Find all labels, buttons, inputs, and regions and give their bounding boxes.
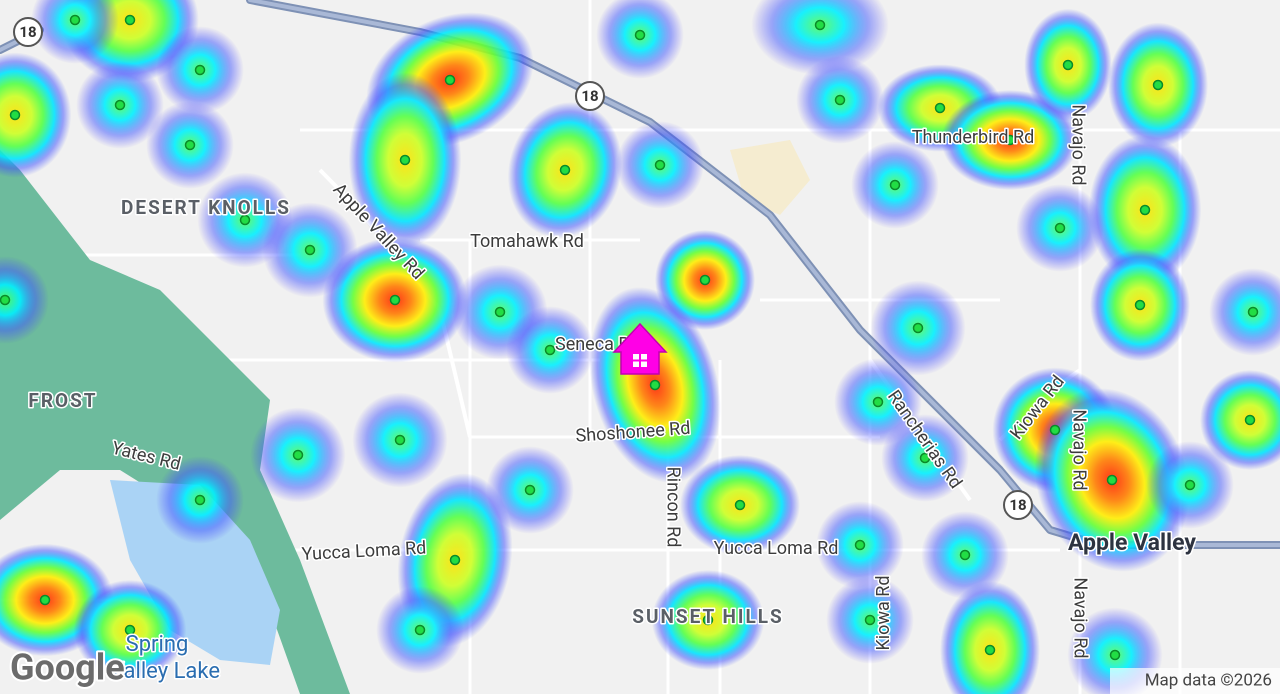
heat-point xyxy=(69,14,81,26)
heat-point xyxy=(389,294,401,306)
lake-label: Valley Lake xyxy=(110,659,220,684)
heat-point xyxy=(494,306,506,318)
heat-point xyxy=(399,154,411,166)
road-label: Rincon Rd xyxy=(662,467,683,548)
lake-water xyxy=(110,480,280,665)
heat-point xyxy=(654,159,666,171)
heat-point xyxy=(934,102,946,114)
attribution-bg xyxy=(1110,668,1280,694)
heat-point xyxy=(854,539,866,551)
shield-label: 18 xyxy=(581,87,598,105)
heat-point xyxy=(734,499,746,511)
heat-point xyxy=(919,452,931,464)
heat-point xyxy=(239,214,251,226)
heat-point xyxy=(1004,134,1016,146)
heat-point xyxy=(1054,222,1066,234)
heat-blob xyxy=(751,0,889,75)
heat-points xyxy=(0,14,1259,661)
road-label: Kiowa Rd xyxy=(873,576,894,651)
heat-blob xyxy=(1200,370,1280,470)
lake-label: Spring xyxy=(126,632,189,657)
heat-point xyxy=(292,449,304,461)
heat-point xyxy=(1152,79,1164,91)
heat-point xyxy=(864,614,876,626)
road-label: Navajo Rd xyxy=(1067,104,1088,185)
heat-point xyxy=(449,554,461,566)
heat-point xyxy=(1134,299,1146,311)
heat-point xyxy=(559,164,571,176)
shield xyxy=(13,17,43,47)
heat-point xyxy=(9,109,21,121)
city-label: Apple Valley xyxy=(1068,529,1196,556)
heat-point xyxy=(0,294,11,306)
heat-point xyxy=(634,29,646,41)
heat-point xyxy=(304,244,316,256)
place-label: FROST xyxy=(28,389,97,412)
heat-point xyxy=(1244,414,1256,426)
road-label: Navajo Rd xyxy=(1068,409,1089,490)
attribution: Map data ©2026 xyxy=(1145,670,1272,690)
heat-point xyxy=(444,74,456,86)
heat-point xyxy=(1247,306,1259,318)
home-marker[interactable] xyxy=(612,322,668,375)
heat-point xyxy=(814,19,826,31)
heat-point xyxy=(872,396,884,408)
heat-point xyxy=(524,484,536,496)
shield xyxy=(575,81,605,111)
heat-point xyxy=(1109,649,1121,661)
road-label: Navajo Rd xyxy=(1069,577,1090,658)
heat-point xyxy=(699,274,711,286)
heat-point xyxy=(1139,204,1151,216)
road-label: Thunderbird Rd xyxy=(912,127,1035,148)
heat-point xyxy=(984,644,996,656)
shield-label: 18 xyxy=(1009,496,1026,514)
heat-point xyxy=(544,344,556,356)
heat-blob xyxy=(0,52,72,178)
heat-point xyxy=(194,64,206,76)
place-label: DESERT KNOLLS xyxy=(121,196,291,219)
heat-point xyxy=(39,594,51,606)
logo: Google xyxy=(10,647,125,689)
heat-blob xyxy=(0,256,49,344)
road-label: Yucca Loma Rd xyxy=(714,538,839,559)
shields: 18 18 18 xyxy=(13,17,1033,520)
place-label: SUNSET HILLS xyxy=(632,605,783,628)
heat-point xyxy=(889,179,901,191)
heat-point xyxy=(1106,474,1118,486)
heat-point xyxy=(1062,59,1074,71)
heat-point xyxy=(649,379,661,391)
shield-label: 18 xyxy=(19,23,36,41)
heat-point xyxy=(912,322,924,334)
road-label: Tomahawk Rd xyxy=(470,231,584,252)
heat-blob xyxy=(1209,268,1280,356)
heat-point xyxy=(1049,424,1061,436)
heat-blob xyxy=(940,581,1040,694)
heat-point xyxy=(184,139,196,151)
heat-point xyxy=(394,434,406,446)
heat-point xyxy=(702,614,714,626)
heat-point xyxy=(124,624,136,636)
heat-point xyxy=(959,549,971,561)
heat-point xyxy=(124,14,136,26)
heat-point xyxy=(414,624,426,636)
heat-point xyxy=(1184,479,1196,491)
heat-blob xyxy=(31,0,119,64)
shield xyxy=(1003,490,1033,520)
heat-point xyxy=(834,94,846,106)
park xyxy=(0,150,350,694)
heat-point xyxy=(194,494,206,506)
heat-point xyxy=(114,99,126,111)
